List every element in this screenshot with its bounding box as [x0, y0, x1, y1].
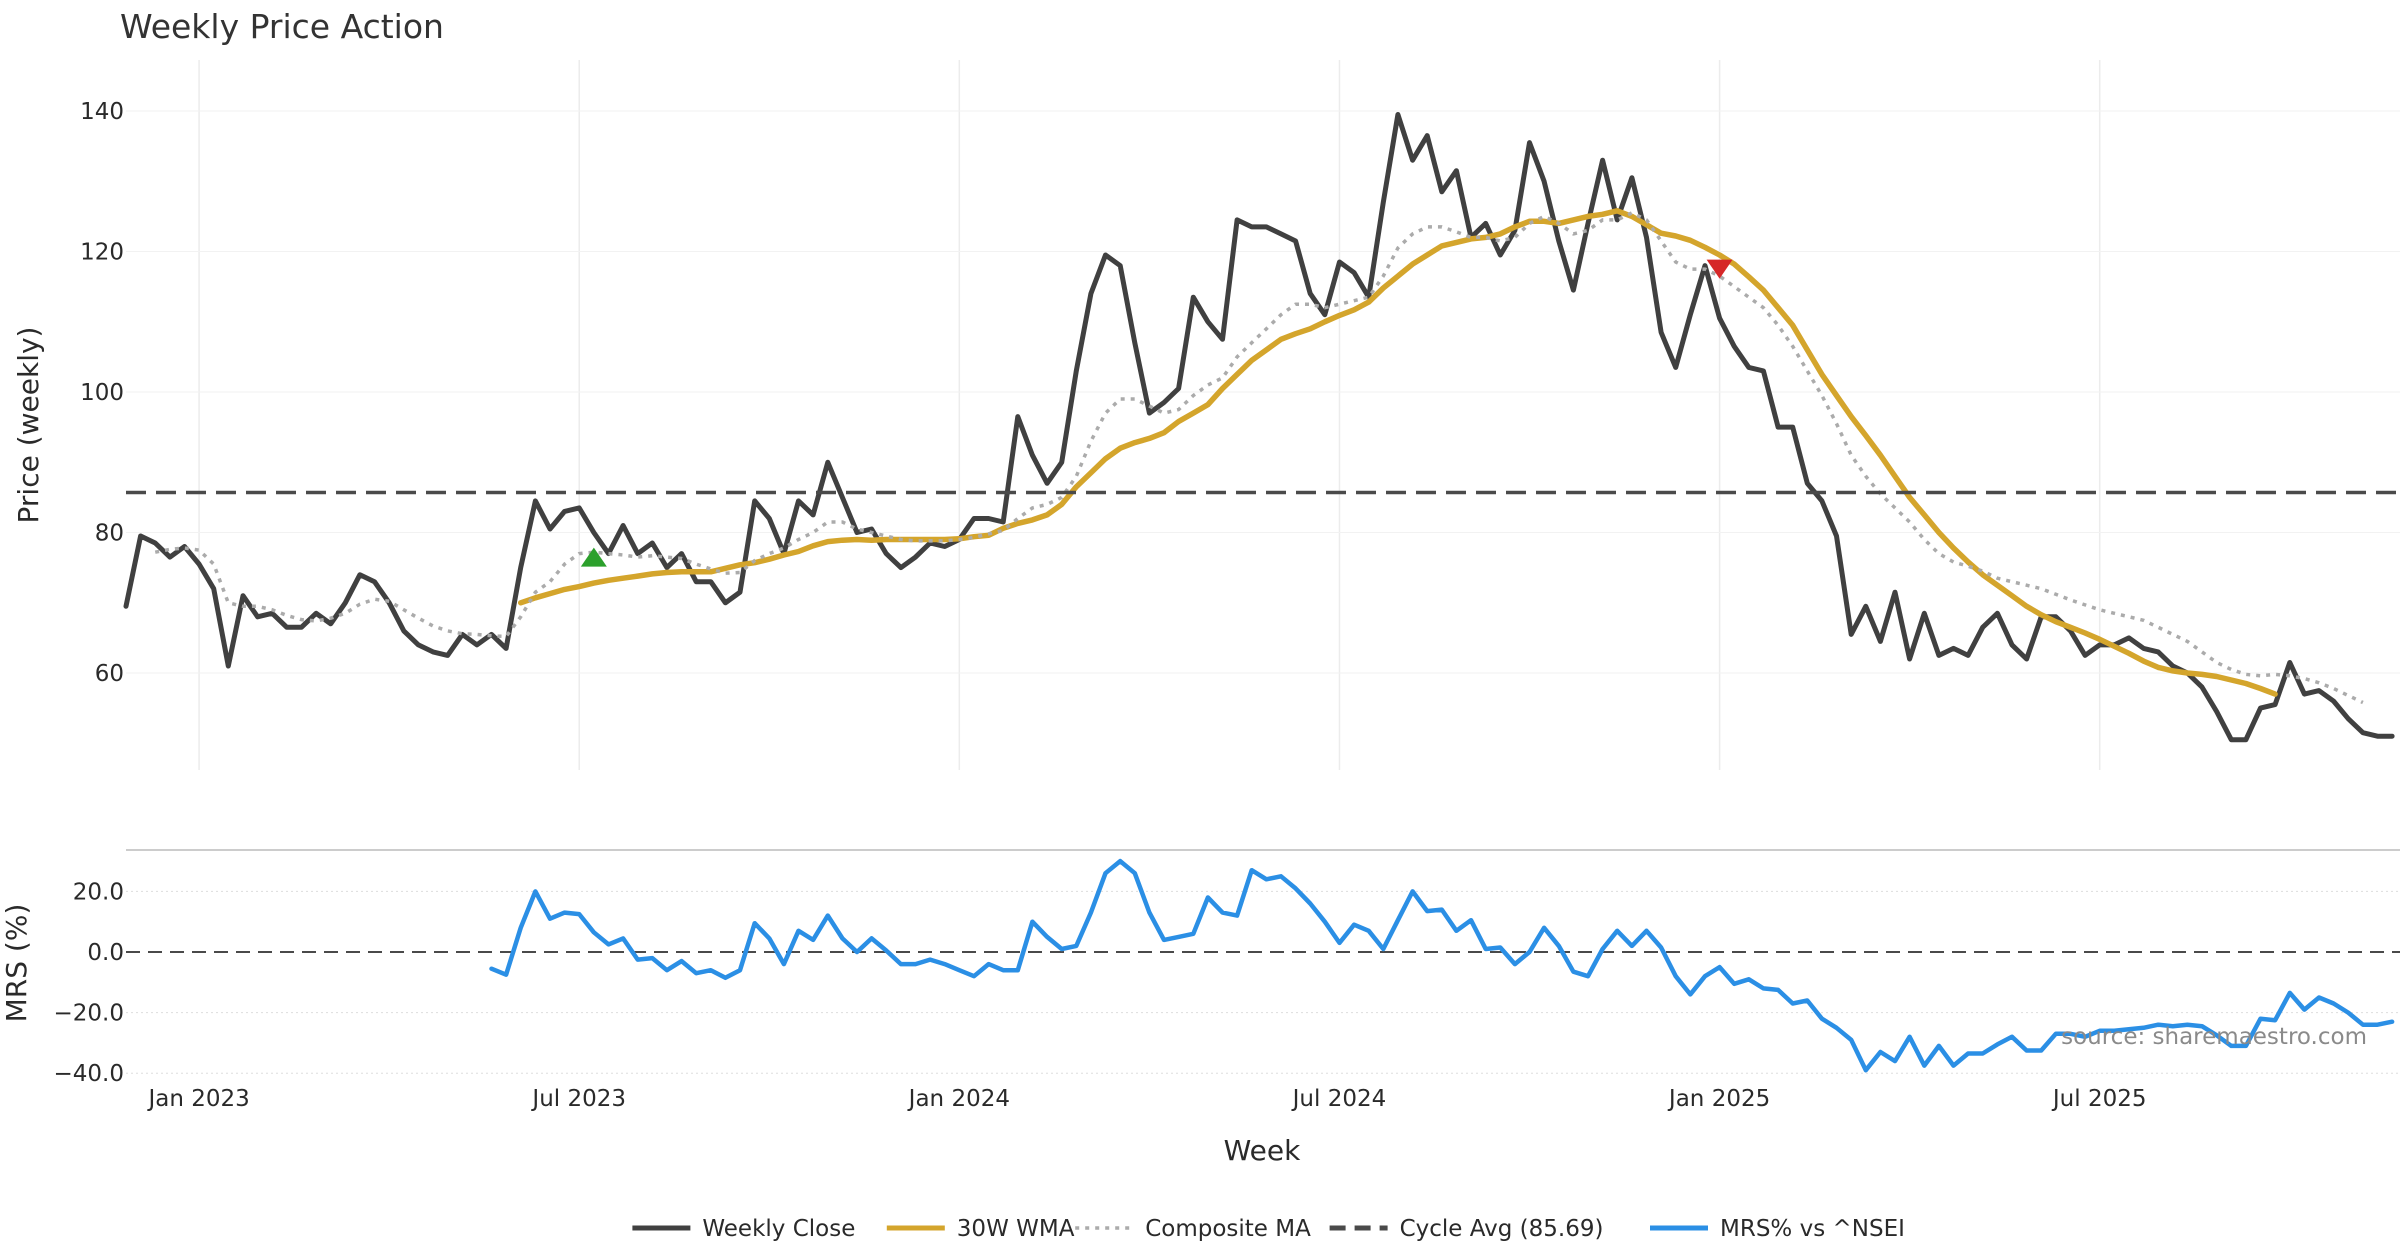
x-tick-label: Jan 2024: [907, 1086, 1010, 1112]
price-y-tick-label: 100: [80, 380, 124, 406]
legend-label: MRS% vs ^NSEI: [1720, 1216, 1905, 1242]
x-tick-label: Jan 2023: [146, 1086, 249, 1112]
legend-label: Cycle Avg (85.69): [1400, 1216, 1604, 1242]
x-tick-label: Jan 2025: [1667, 1086, 1770, 1112]
mrs-panel: [126, 858, 2400, 1073]
price-y-tick-label: 120: [80, 240, 124, 266]
price-y-tick-label: 140: [80, 99, 124, 125]
price-axis-title: Price (weekly): [12, 327, 45, 524]
chart-title: Weekly Price Action: [120, 7, 444, 46]
legend-label: Composite MA: [1145, 1216, 1311, 1242]
legend-label: 30W WMA: [957, 1216, 1075, 1242]
sell-signal-marker: [1706, 259, 1733, 279]
30w-wma-line: [517, 208, 2278, 697]
source-note: source: sharemaestro.com: [2061, 1024, 2367, 1050]
mrs-axis-title: MRS (%): [0, 904, 33, 1023]
mrs-y-tick-label: 20.0: [73, 879, 124, 905]
price-y-tick-label: 60: [95, 661, 124, 687]
grid: [126, 60, 2400, 1074]
x-tick-label: Jul 2025: [2051, 1086, 2147, 1112]
axes: Jan 2023 Jul 2023 Jan 2024 Jul 2024 Jan 2025…: [54, 99, 2400, 1112]
mrs-y-tick-label: −20.0: [54, 1001, 124, 1027]
price-panel: [123, 112, 2400, 743]
composite-ma-line: [154, 211, 2364, 705]
legend: Weekly Close 30W WMA Composite MA Cycle Avg…: [632, 1216, 1905, 1242]
x-tick-label: Jul 2024: [1291, 1086, 1387, 1112]
mrs-y-tick-label: 0.0: [87, 940, 124, 966]
x-axis-title: Week: [1224, 1134, 1301, 1167]
legend-label: Weekly Close: [702, 1216, 855, 1242]
mrs-y-tick-label: −40.0: [54, 1061, 124, 1087]
weekly-close-line: [123, 112, 2395, 743]
buy-signal-marker: [580, 547, 607, 567]
price-y-tick-label: 80: [95, 521, 124, 547]
x-tick-label: Jul 2023: [530, 1086, 626, 1112]
mrs-line: [489, 858, 2395, 1073]
